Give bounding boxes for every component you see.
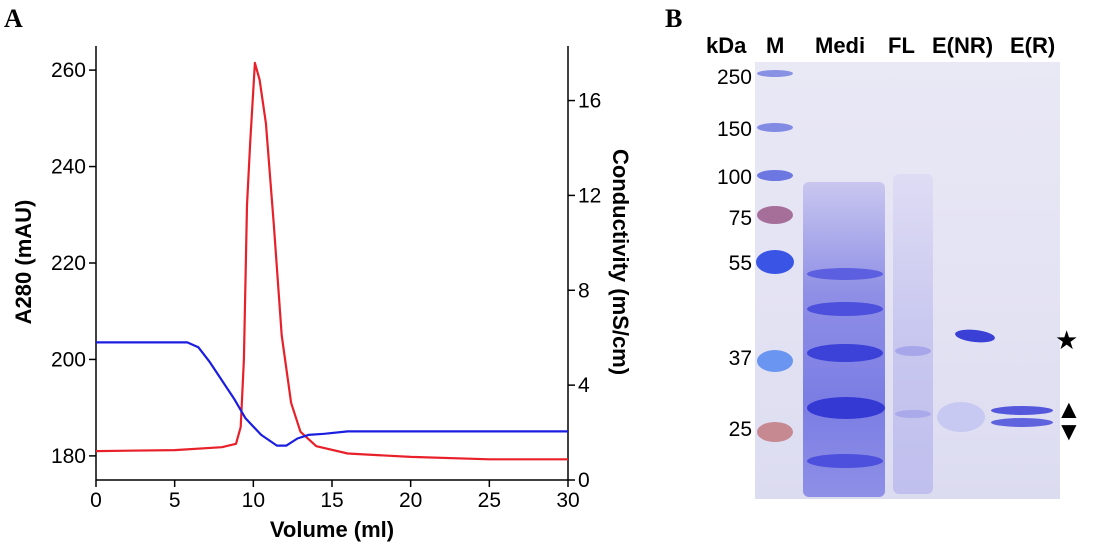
- fl-band: [895, 410, 931, 418]
- marker-band-37: [757, 350, 793, 372]
- e-r-band-lower: [991, 418, 1053, 427]
- marker-band-100: [757, 170, 793, 181]
- y-tick-label: 180: [51, 445, 86, 468]
- chart-ticks: 0 5 10 15 20 25 30 180 200 220 240 260 0 4 8 12 16: [51, 59, 601, 512]
- mw-label-100: 100: [716, 166, 752, 189]
- y-tick-label: 220: [51, 252, 86, 275]
- y2-tick-label: 4: [578, 374, 590, 397]
- fl-band: [895, 346, 931, 356]
- mw-label-75: 75: [728, 207, 752, 230]
- x-tick-label: 5: [169, 489, 181, 512]
- y-tick-label: 240: [51, 156, 86, 179]
- mw-label-55: 55: [728, 252, 752, 275]
- x-tick-label: 20: [399, 489, 422, 512]
- e-r-band-upper: [991, 406, 1053, 415]
- kda-label: kDa: [706, 33, 747, 58]
- medi-band: [807, 268, 883, 280]
- medi-band: [807, 344, 883, 362]
- lane-label-medi: Medi: [815, 33, 866, 58]
- x-tick-label: 10: [242, 489, 265, 512]
- mw-label-150: 150: [716, 118, 752, 141]
- panel-label-a: A: [4, 4, 23, 33]
- marker-band-250: [757, 70, 793, 77]
- e-nr-band-diffuse: [937, 402, 985, 432]
- sds-page-gel: [755, 62, 1060, 499]
- y2-tick-label: 12: [578, 184, 601, 207]
- chromatogram-chart: 0 5 10 15 20 25 30 180 200 220 240 260 0 4 8 12 16 Volum…: [11, 46, 633, 542]
- medi-band: [807, 397, 885, 419]
- chart-series: [95, 61, 568, 461]
- y2-tick-label: 0: [578, 469, 590, 492]
- mw-label-250: 250: [716, 66, 752, 89]
- mw-label-37: 37: [728, 347, 752, 370]
- lane-label-fl: FL: [888, 33, 915, 58]
- conductivity-line: [96, 341, 568, 447]
- fl-lane-smear: [893, 174, 933, 494]
- triangle-up-icon: ▲: [1056, 394, 1082, 424]
- panel-label-b: B: [665, 4, 683, 33]
- y-tick-label: 200: [51, 348, 86, 371]
- y2-axis-title: Conductivity (mS/cm): [608, 149, 633, 375]
- x-tick-label: 15: [320, 489, 343, 512]
- mw-label-25: 25: [728, 418, 752, 441]
- y2-tick-label: 16: [578, 90, 601, 113]
- y-axis-title: A280 (mAU): [11, 200, 36, 325]
- marker-band-150: [757, 123, 793, 132]
- a280-line: [95, 61, 568, 461]
- lane-label-e-r: E(R): [1010, 33, 1056, 58]
- triangle-down-icon: ▼: [1056, 416, 1082, 446]
- chart-axes: [95, 46, 569, 481]
- lane-label-m: M: [766, 33, 785, 58]
- medi-lane-smear: [803, 182, 885, 497]
- y2-tick-label: 8: [578, 279, 590, 302]
- marker-band-55: [756, 250, 794, 274]
- x-tick-label: 25: [478, 489, 501, 512]
- lane-label-e-nr: E(NR): [932, 33, 994, 58]
- star-icon: ★: [1055, 325, 1079, 355]
- medi-band: [807, 302, 883, 316]
- marker-band-75: [757, 206, 793, 224]
- y-tick-label: 260: [51, 59, 86, 82]
- marker-band-25: [757, 422, 793, 442]
- medi-band: [807, 454, 883, 468]
- x-tick-label: 30: [556, 489, 579, 512]
- x-tick-label: 0: [90, 489, 102, 512]
- e-nr-band-dimer: [954, 327, 996, 345]
- x-axis-title: Volume (ml): [270, 517, 394, 542]
